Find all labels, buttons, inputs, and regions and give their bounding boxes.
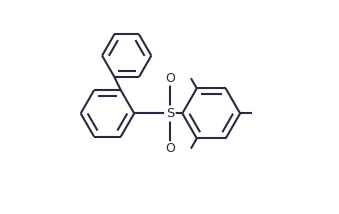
Text: O: O bbox=[165, 72, 175, 85]
Text: S: S bbox=[166, 107, 174, 120]
Text: O: O bbox=[165, 142, 175, 155]
